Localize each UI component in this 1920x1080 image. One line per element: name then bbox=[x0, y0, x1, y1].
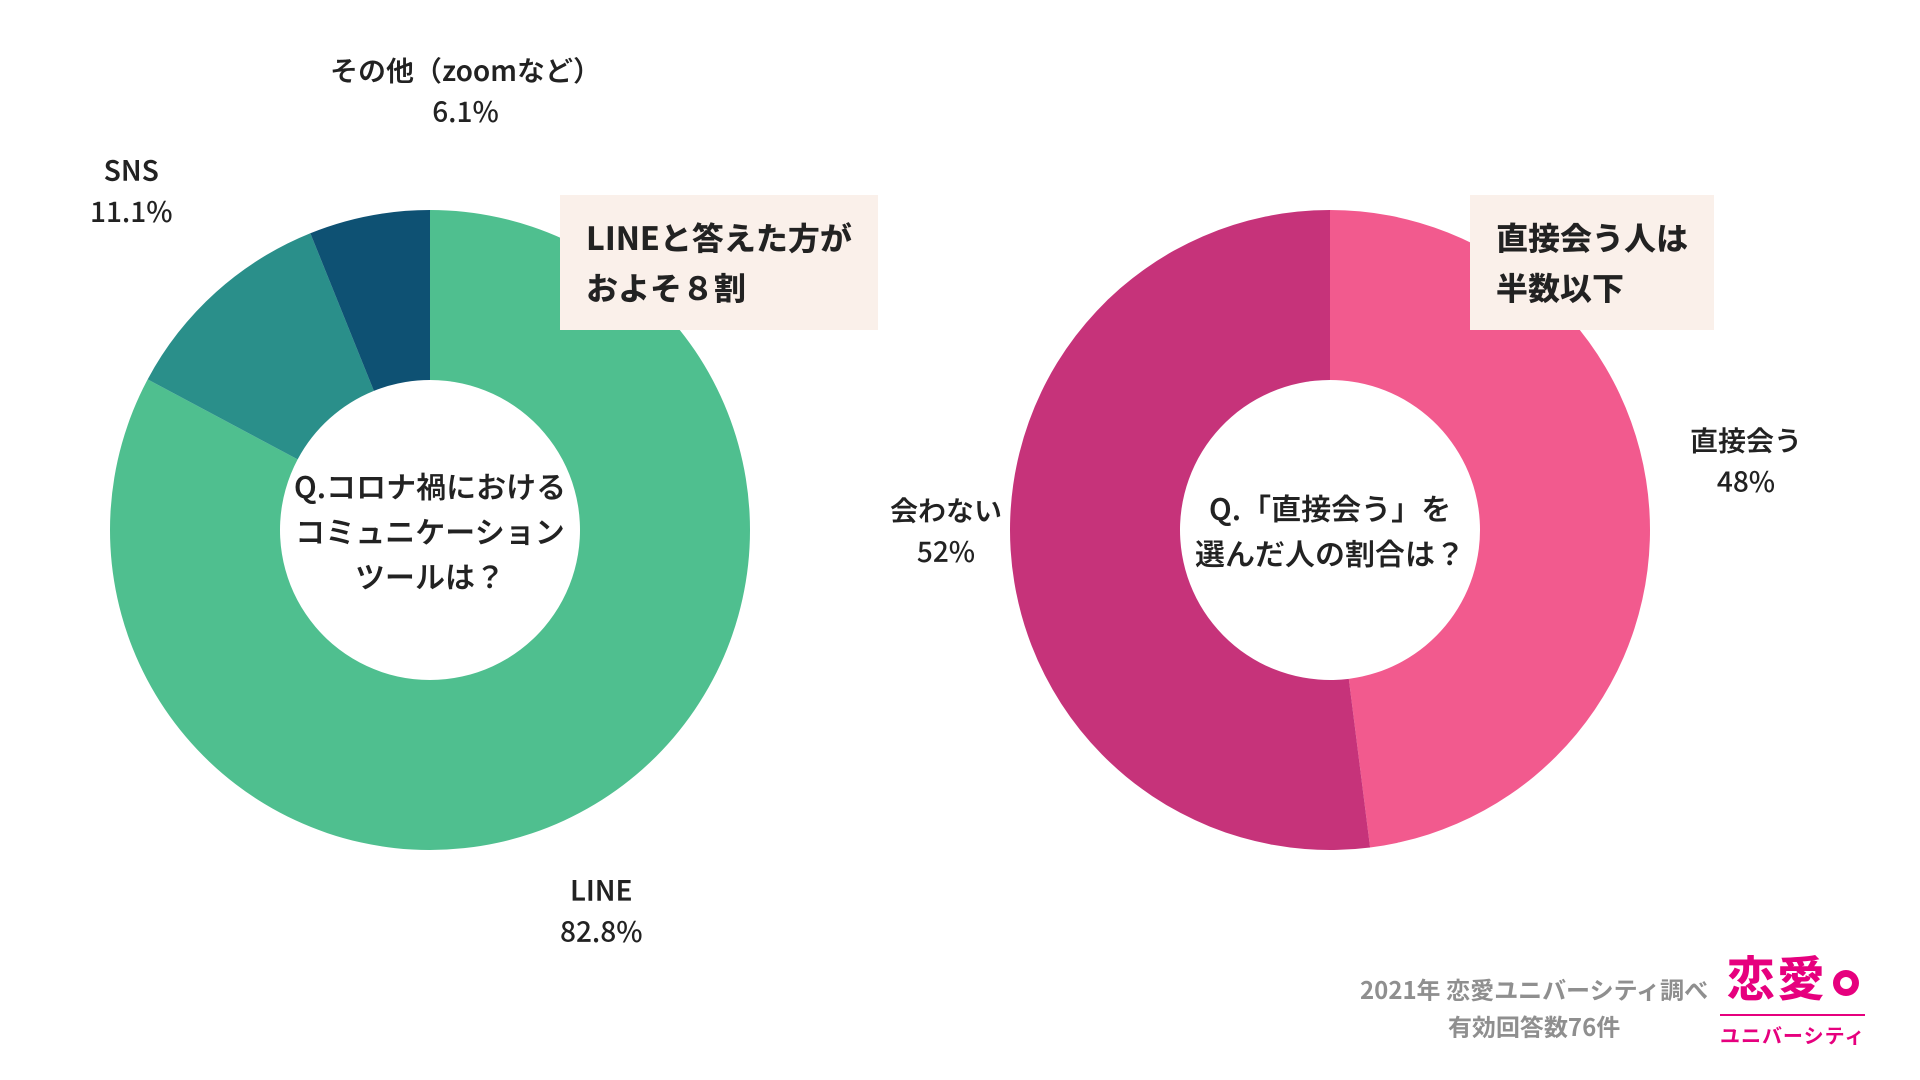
right-label-会わない: 会わない52% bbox=[890, 490, 1002, 571]
logo-dot-icon bbox=[1833, 970, 1859, 996]
right-callout: 直接会う人は半数以下 bbox=[1470, 195, 1714, 330]
footer-source: 2021年 恋愛ユニバーシティ調べ有効回答数76件 bbox=[1360, 970, 1708, 1044]
right-center-question: Q.「直接会う」を選んだ人の割合は？ bbox=[1135, 485, 1525, 575]
logo-dot-inner-icon bbox=[1840, 977, 1852, 989]
brand-logo: 恋愛ユニバーシティ bbox=[1720, 940, 1865, 1049]
right-label-直接会う: 直接会う48% bbox=[1690, 420, 1802, 501]
